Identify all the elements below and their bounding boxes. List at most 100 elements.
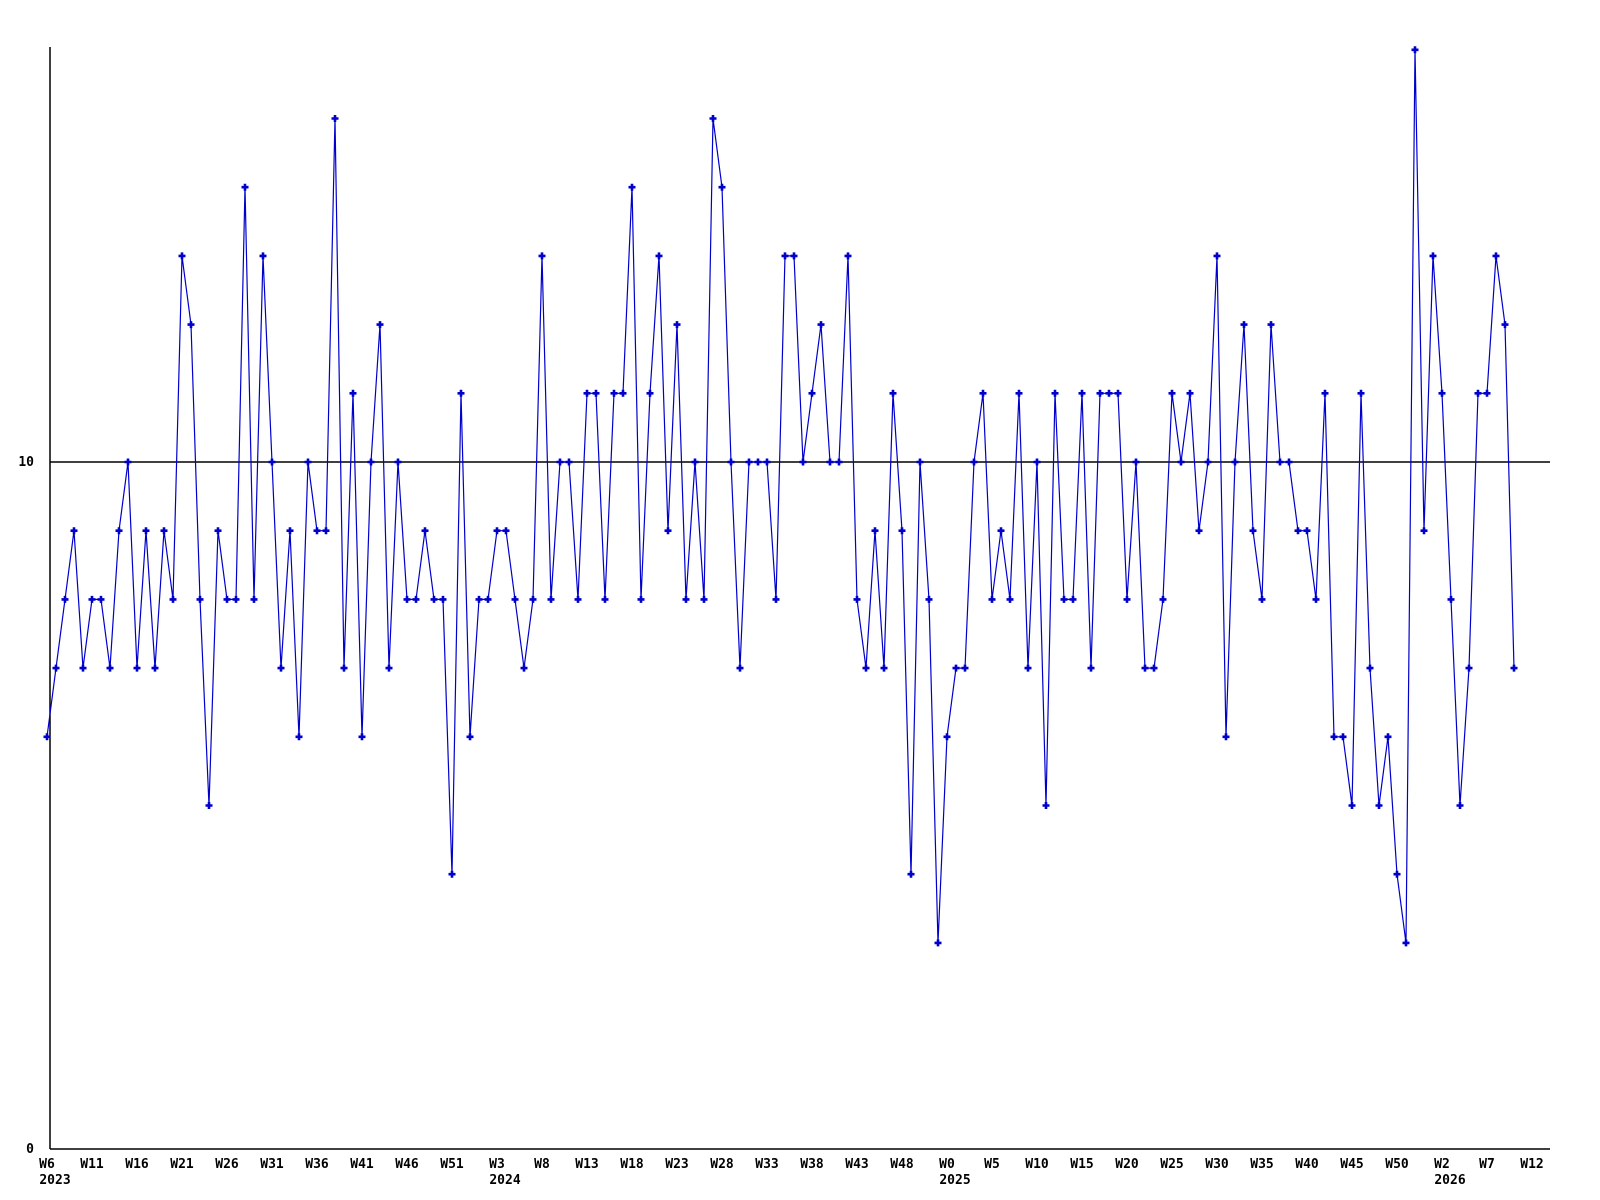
x-tick-label-W16: W16 bbox=[125, 1157, 149, 1172]
data-point-marker bbox=[601, 595, 609, 603]
data-point-marker bbox=[484, 595, 492, 603]
data-point-marker bbox=[718, 183, 726, 191]
data-point-marker bbox=[250, 595, 258, 603]
data-point-marker bbox=[772, 595, 780, 603]
data-point-marker bbox=[106, 664, 114, 672]
data-point-marker bbox=[142, 527, 150, 535]
data-point-marker bbox=[1321, 389, 1329, 397]
data-point-marker bbox=[637, 595, 645, 603]
data-point-marker bbox=[880, 664, 888, 672]
data-point-marker bbox=[1240, 321, 1248, 329]
data-point-marker bbox=[1015, 389, 1023, 397]
x-tick-label-W8: W8 bbox=[534, 1157, 550, 1172]
data-point-marker bbox=[385, 664, 393, 672]
data-point-marker bbox=[1069, 595, 1077, 603]
data-point-marker bbox=[1330, 733, 1338, 741]
data-point-marker bbox=[1132, 458, 1140, 466]
data-point-marker bbox=[826, 458, 834, 466]
data-point-marker bbox=[52, 664, 60, 672]
data-point-marker bbox=[1420, 527, 1428, 535]
data-point-marker bbox=[655, 252, 663, 260]
data-point-marker bbox=[475, 595, 483, 603]
data-point-marker bbox=[1303, 527, 1311, 535]
data-point-marker bbox=[628, 183, 636, 191]
data-point-marker bbox=[1186, 389, 1194, 397]
data-point-marker bbox=[1231, 458, 1239, 466]
data-point-marker bbox=[295, 733, 303, 741]
data-point-marker bbox=[1006, 595, 1014, 603]
data-point-marker bbox=[178, 252, 186, 260]
data-point-marker bbox=[169, 595, 177, 603]
data-point-marker bbox=[835, 458, 843, 466]
data-point-marker bbox=[1483, 389, 1491, 397]
data-point-marker bbox=[115, 527, 123, 535]
x-tick-label-W48: W48 bbox=[890, 1157, 914, 1172]
data-point-marker bbox=[1105, 389, 1113, 397]
data-point-marker bbox=[1141, 664, 1149, 672]
x-tick-label-W43: W43 bbox=[845, 1157, 868, 1172]
data-point-marker bbox=[430, 595, 438, 603]
data-point-marker bbox=[547, 595, 555, 603]
x-tick-label-W13: W13 bbox=[575, 1157, 598, 1172]
data-point-marker bbox=[412, 595, 420, 603]
data-point-marker bbox=[1033, 458, 1041, 466]
data-point-marker bbox=[1384, 733, 1392, 741]
x-tick-label-W31: W31 bbox=[260, 1157, 284, 1172]
data-point-marker bbox=[925, 595, 933, 603]
data-point-marker bbox=[439, 595, 447, 603]
data-point-marker bbox=[799, 458, 807, 466]
data-point-marker bbox=[1393, 870, 1401, 878]
data-point-marker bbox=[727, 458, 735, 466]
data-point-marker bbox=[610, 389, 618, 397]
data-point-marker bbox=[700, 595, 708, 603]
x-tick-label-W41: W41 bbox=[350, 1157, 374, 1172]
data-point-marker bbox=[1411, 46, 1419, 54]
data-point-marker bbox=[1294, 527, 1302, 535]
data-point-marker bbox=[736, 664, 744, 672]
data-point-marker bbox=[844, 252, 852, 260]
data-point-marker bbox=[1510, 664, 1518, 672]
data-point-marker bbox=[1357, 389, 1365, 397]
data-point-marker bbox=[592, 389, 600, 397]
year-label-2023: 2023 bbox=[39, 1173, 70, 1188]
data-point-marker bbox=[97, 595, 105, 603]
data-point-marker bbox=[907, 870, 915, 878]
data-point-marker bbox=[1042, 802, 1050, 809]
data-point-marker bbox=[979, 389, 987, 397]
data-point-marker bbox=[1195, 527, 1203, 535]
data-point-marker bbox=[1492, 252, 1500, 260]
data-point-marker bbox=[1429, 252, 1437, 260]
data-point-marker bbox=[970, 458, 978, 466]
data-point-marker bbox=[277, 664, 285, 672]
data-point-marker bbox=[376, 321, 384, 329]
data-point-marker bbox=[421, 527, 429, 535]
data-point-marker bbox=[268, 458, 276, 466]
data-point-marker bbox=[1024, 664, 1032, 672]
data-point-marker bbox=[691, 458, 699, 466]
x-tick-label-W21: W21 bbox=[170, 1157, 194, 1172]
data-point-marker bbox=[952, 664, 960, 672]
data-point-marker bbox=[556, 458, 564, 466]
data-point-marker bbox=[457, 389, 465, 397]
data-point-marker bbox=[961, 664, 969, 672]
data-point-marker bbox=[1285, 458, 1293, 466]
year-label-2025: 2025 bbox=[939, 1173, 970, 1188]
year-label-2026: 2026 bbox=[1434, 1173, 1465, 1188]
data-point-marker bbox=[1339, 733, 1347, 741]
data-point-marker bbox=[1312, 595, 1320, 603]
x-tick-label-W18: W18 bbox=[620, 1157, 644, 1172]
data-point-marker bbox=[781, 252, 789, 260]
data-point-marker bbox=[754, 458, 762, 466]
data-point-marker bbox=[1168, 389, 1176, 397]
y-tick-label-0: 0 bbox=[26, 1142, 34, 1157]
data-point-marker bbox=[520, 664, 528, 672]
data-point-marker bbox=[1060, 595, 1068, 603]
data-point-marker bbox=[1276, 458, 1284, 466]
x-tick-label-W12: W12 bbox=[1520, 1157, 1543, 1172]
data-point-marker bbox=[223, 595, 231, 603]
data-point-marker bbox=[196, 595, 204, 603]
data-point-marker bbox=[1213, 252, 1221, 260]
x-tick-label-W46: W46 bbox=[395, 1157, 419, 1172]
data-point-marker bbox=[898, 527, 906, 535]
